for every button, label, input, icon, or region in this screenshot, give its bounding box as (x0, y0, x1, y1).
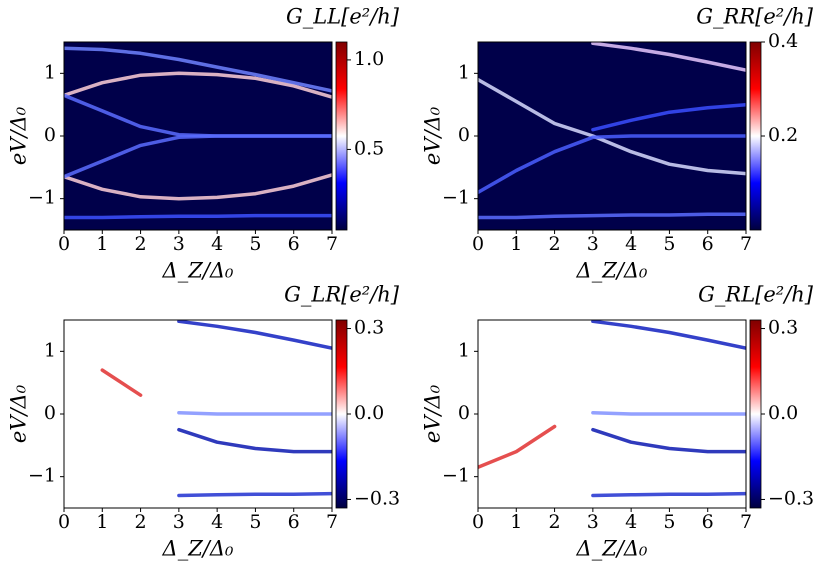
resonance-line (591, 427, 746, 454)
colorbar-tick-label: 0.3 (768, 317, 798, 339)
curves (478, 42, 746, 220)
colorbar (749, 319, 762, 509)
resonance-line (591, 42, 746, 72)
resonance-line (478, 424, 557, 470)
x-tick-label: 7 (326, 233, 338, 255)
resonance-line (64, 46, 332, 93)
y-tick-label: −1 (442, 187, 470, 209)
resonance-line (478, 134, 746, 195)
x-tick-label: 1 (96, 233, 108, 255)
colorbar-tick-label: 0.5 (354, 137, 384, 159)
y-tick-label: 0 (44, 124, 56, 146)
x-axis-label: Δ_Z/Δ₀ (162, 259, 234, 283)
resonance-line (177, 410, 332, 416)
colorbar-title: G_RR[e²/h] (696, 5, 814, 29)
x-tick-label: 3 (587, 511, 599, 533)
resonance-line (591, 320, 746, 350)
resonance-line (591, 410, 746, 416)
resonance-line (177, 320, 332, 350)
colorbar-tick-label: −0.3 (354, 487, 400, 509)
colorbar-tick-label: −0.3 (768, 487, 814, 509)
colorbar-tick-label: 0.4 (768, 30, 798, 52)
colorbar-tick-label: 1.0 (354, 48, 384, 70)
x-tick-label: 6 (288, 511, 300, 533)
x-tick-label: 1 (96, 511, 108, 533)
x-tick-label: 4 (625, 233, 637, 255)
resonance-line (478, 77, 746, 176)
x-axis-label: Δ_Z/Δ₀ (162, 537, 234, 561)
x-tick-label: 2 (135, 511, 147, 533)
resonance-line (64, 173, 332, 201)
curves (478, 320, 746, 498)
x-tick-label: 2 (135, 233, 147, 255)
x-tick-label: 4 (625, 511, 637, 533)
y-axis-label: eV/Δ₀ (421, 106, 445, 165)
resonance-line (64, 213, 332, 220)
x-tick-label: 0 (58, 511, 70, 533)
y-tick-label: 1 (458, 339, 470, 361)
x-tick-label: 0 (472, 511, 484, 533)
colorbar-tick-label: 0.0 (354, 402, 384, 424)
x-tick-label: 1 (510, 511, 522, 533)
resonance-line (591, 102, 746, 132)
x-tick-label: 5 (249, 511, 261, 533)
x-tick-label: 7 (740, 511, 752, 533)
resonance-line (100, 368, 143, 397)
x-tick-label: 6 (702, 511, 714, 533)
colorbar (749, 41, 762, 231)
x-tick-label: 5 (663, 511, 675, 533)
resonance-line (177, 427, 332, 454)
y-axis-label: eV/Δ₀ (7, 384, 31, 443)
y-tick-label: −1 (442, 465, 470, 487)
x-tick-label: 3 (587, 233, 599, 255)
x-axis-label: Δ_Z/Δ₀ (576, 537, 648, 561)
x-tick-label: 7 (326, 511, 338, 533)
resonance-line (64, 134, 332, 179)
resonance-line (177, 491, 332, 498)
y-tick-label: 0 (458, 124, 470, 146)
panel: 0 1 2 3 4 5 6 7 −1 0 1 Δ_Z/Δ₀ eV/Δ₀ 0.2 0.4G_RR[e²/h] (421, 5, 814, 283)
resonance-line (591, 491, 746, 498)
x-tick-label: 4 (211, 233, 223, 255)
colorbar (335, 41, 348, 231)
x-tick-label: 3 (173, 511, 185, 533)
resonance-line (64, 71, 332, 99)
panel: 0 1 2 3 4 5 6 7 −1 0 1 Δ_Z/Δ₀ eV/Δ₀ −0.3 0.0 0.3 G_LR[e²… (7, 283, 401, 561)
x-tick-label: 0 (58, 233, 70, 255)
y-tick-label: 1 (458, 61, 470, 83)
colorbar-title: G_RL[e²/h] (698, 283, 814, 307)
y-axis-label: eV/Δ₀ (421, 384, 445, 443)
curves (64, 46, 332, 220)
x-tick-label: 0 (472, 233, 484, 255)
x-axis-label: Δ_Z/Δ₀ (576, 259, 648, 283)
y-tick-label: −1 (28, 187, 56, 209)
x-tick-label: 2 (549, 511, 561, 533)
y-tick-label: 0 (44, 402, 56, 424)
x-tick-label: 1 (510, 233, 522, 255)
colorbar-tick-label: 0.3 (354, 317, 384, 339)
y-axis-label: eV/Δ₀ (7, 106, 31, 165)
curves (100, 320, 332, 498)
x-tick-label: 2 (549, 233, 561, 255)
panel: 0 1 2 3 4 5 6 7 −1 0 1 Δ_Z/Δ₀ eV/Δ₀ 0.5 1.0 G_LL[e²/h] (7, 5, 400, 283)
colorbar-title: G_LL[e²/h] (286, 5, 400, 29)
resonance-line (478, 212, 746, 220)
x-tick-label: 5 (249, 233, 261, 255)
x-tick-label: 3 (173, 233, 185, 255)
colorbar-title: G_LR[e²/h] (284, 283, 400, 307)
colorbar-tick-label: 0.0 (768, 402, 798, 424)
x-tick-label: 6 (288, 233, 300, 255)
x-tick-label: 4 (211, 511, 223, 533)
x-tick-label: 5 (663, 233, 675, 255)
y-tick-label: 1 (44, 339, 56, 361)
x-tick-label: 6 (702, 233, 714, 255)
colorbar-tick-label: 0.2 (768, 124, 798, 146)
y-tick-label: −1 (28, 465, 56, 487)
colorbar (335, 319, 348, 509)
y-tick-label: 0 (458, 402, 470, 424)
panel: 0 1 2 3 4 5 6 7 −1 0 1 Δ_Z/Δ₀ eV/Δ₀ −0.3 0.0 0.3 G_RL[e²… (421, 283, 815, 561)
y-tick-label: 1 (44, 61, 56, 83)
x-tick-label: 7 (740, 233, 752, 255)
